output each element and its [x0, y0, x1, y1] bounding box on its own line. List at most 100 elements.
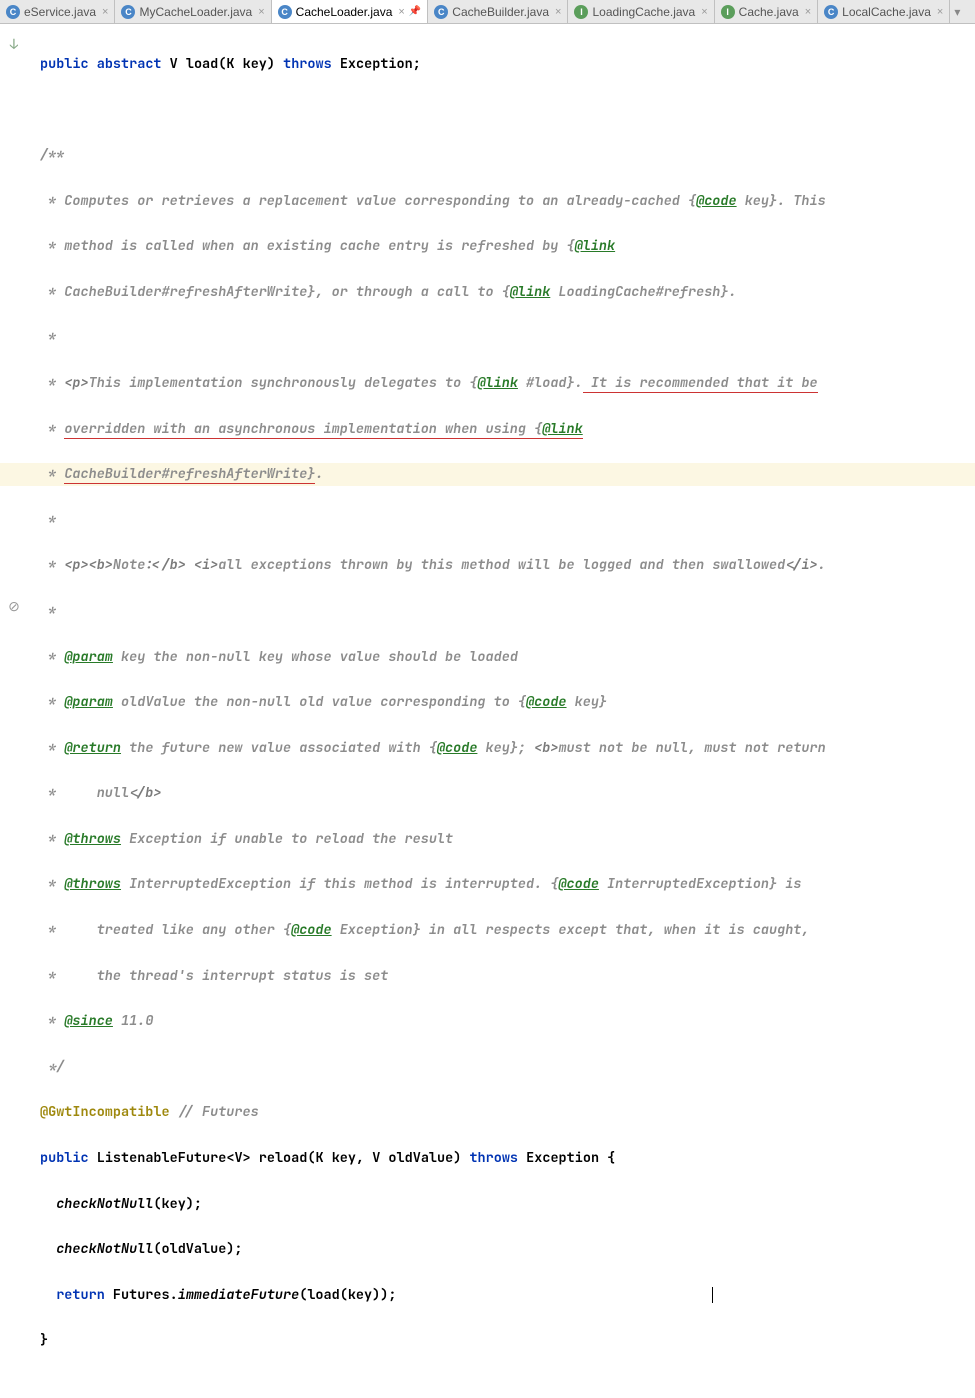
close-icon[interactable]: × [937, 6, 943, 18]
tab-label: LoadingCache.java [592, 5, 695, 19]
javadoc-text: * [40, 693, 64, 711]
code: (key); [153, 1195, 202, 1213]
javadoc-tag: @code [526, 693, 567, 711]
param: key [243, 55, 267, 73]
param: key [332, 1149, 356, 1167]
html-tag: </b> [129, 784, 161, 802]
javadoc-text: . [315, 465, 323, 483]
javadoc-text: * method is called when an existing cach… [40, 237, 575, 255]
javadoc-text: * [40, 465, 64, 483]
javadoc-text: * [40, 830, 64, 848]
html-tag: <p><b> [64, 556, 113, 574]
tab-mycacheloader[interactable]: C MyCacheLoader.java × [115, 0, 271, 23]
javadoc-tag: @code [558, 875, 599, 893]
javadoc-text: InterruptedException} is [599, 875, 802, 893]
javadoc-text: key the non-null key whose value should … [113, 648, 518, 666]
javadoc-text: * [40, 739, 64, 757]
type: K [226, 55, 234, 73]
class-icon: C [824, 5, 838, 19]
javadoc-text: InterruptedException if this method is i… [121, 875, 558, 893]
javadoc-text: * [40, 875, 64, 893]
javadoc-text: * [40, 1012, 64, 1030]
override-marker-icon[interactable]: ⊘ [0, 596, 28, 618]
javadoc-text: must not be null, must not return [558, 739, 825, 757]
javadoc-text: * treated like any other { [40, 921, 291, 939]
brace: } [40, 1329, 975, 1352]
kw-throws: throws [283, 55, 332, 73]
javadoc-text: * CacheBuilder#refreshAfterWrite}, or th… [40, 283, 510, 301]
tab-localcache[interactable]: C LocalCache.java × [818, 0, 950, 23]
javadoc-text: * null [40, 784, 129, 802]
javadoc-text: 11.0 [113, 1012, 154, 1030]
type: V [234, 1149, 242, 1167]
code-area[interactable]: public abstract V load(K key) throws Exc… [28, 24, 975, 705]
code: Futures. [105, 1286, 178, 1304]
javadoc-text: oldValue the non-null old value correspo… [113, 693, 526, 711]
html-tag: </i> [785, 556, 817, 574]
param: oldValue [388, 1149, 453, 1167]
close-icon[interactable]: × [258, 6, 264, 18]
interface-icon: I [721, 5, 735, 19]
tab-cachebuilder[interactable]: C CacheBuilder.java × [428, 0, 568, 23]
tab-eservice[interactable]: C eService.java × [0, 0, 115, 23]
comment: // Futures [170, 1103, 259, 1121]
exception: Exception [340, 55, 413, 73]
javadoc-tag: @since [64, 1012, 113, 1030]
javadoc-underlined: overridden with an asynchronous implemen… [64, 420, 542, 439]
javadoc-text: This implementation synchronously delega… [89, 374, 478, 392]
gutter: ↓ ⊘ [0, 24, 28, 705]
tab-overflow-icon[interactable]: ▾ [950, 5, 964, 19]
class-icon: C [6, 5, 20, 19]
tab-label: CacheBuilder.java [452, 5, 549, 19]
javadoc-text: all exceptions thrown by this method wil… [218, 556, 785, 574]
call: checkNotNull [56, 1195, 153, 1213]
javadoc-tag: @code [291, 921, 332, 939]
javadoc-text: * [40, 420, 64, 438]
javadoc-text: * [40, 374, 64, 392]
close-icon[interactable]: × [701, 6, 707, 18]
html-tag: </b> <i> [153, 556, 218, 574]
close-icon[interactable]: × [102, 6, 108, 18]
javadoc-tag: @param [64, 693, 113, 711]
javadoc-bold: Note: [113, 556, 154, 574]
call: immediateFuture [178, 1286, 300, 1304]
close-icon[interactable]: × [398, 6, 404, 18]
editor: ↓ ⊘ public abstract V load(K key) throws… [0, 24, 975, 705]
javadoc-tag: @code [696, 192, 737, 210]
javadoc-star: * [40, 600, 975, 623]
pin-icon: 📌 [409, 6, 421, 17]
type: V [170, 55, 178, 73]
javadoc-text: * [40, 648, 64, 666]
javadoc-underlined: It is recommended that it be [583, 374, 818, 393]
method-name: reload [259, 1149, 308, 1167]
javadoc-star: * [40, 326, 975, 349]
close-icon[interactable]: × [805, 6, 811, 18]
javadoc-text: the future new value associated with { [121, 739, 437, 757]
html-tag: <p> [64, 374, 88, 392]
tab-cache[interactable]: I Cache.java × [715, 0, 818, 23]
javadoc-tag: @link [575, 237, 616, 255]
javadoc-tag: @throws [64, 830, 121, 848]
javadoc-tag: @code [437, 739, 478, 757]
class-icon: C [434, 5, 448, 19]
javadoc-text: Exception} in all respects except that, … [332, 921, 810, 939]
annotation: @GwtIncompatible [40, 1103, 170, 1121]
tab-cacheloader[interactable]: C CacheLoader.java × 📌 [272, 0, 429, 23]
tab-label: eService.java [24, 5, 96, 19]
javadoc-tag: @link [542, 420, 583, 439]
javadoc-text: . [818, 556, 826, 574]
tab-loadingcache[interactable]: I LoadingCache.java × [568, 0, 714, 23]
tab-label: LocalCache.java [842, 5, 931, 19]
javadoc-text: * [40, 556, 64, 574]
type: K [315, 1149, 323, 1167]
override-marker-icon[interactable]: ↓ [0, 34, 28, 56]
interface-icon: I [574, 5, 588, 19]
kw-throws: throws [469, 1149, 518, 1167]
type: V [372, 1149, 380, 1167]
javadoc-open: /** [40, 144, 975, 167]
javadoc-tag: @link [477, 374, 518, 392]
exception: Exception [526, 1149, 599, 1167]
javadoc-close: */ [40, 1056, 975, 1079]
close-icon[interactable]: × [555, 6, 561, 18]
type: ListenableFuture [97, 1149, 227, 1167]
